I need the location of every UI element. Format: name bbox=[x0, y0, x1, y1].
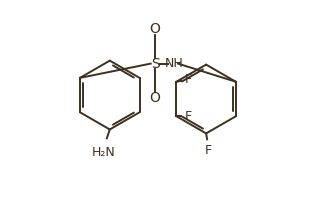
Text: F: F bbox=[185, 110, 192, 123]
Text: F: F bbox=[185, 73, 192, 86]
Text: O: O bbox=[149, 22, 161, 36]
Text: O: O bbox=[149, 91, 161, 105]
Text: H₂N: H₂N bbox=[92, 146, 116, 159]
Text: F: F bbox=[205, 144, 212, 157]
Text: NH: NH bbox=[164, 57, 183, 70]
Text: S: S bbox=[151, 57, 159, 71]
